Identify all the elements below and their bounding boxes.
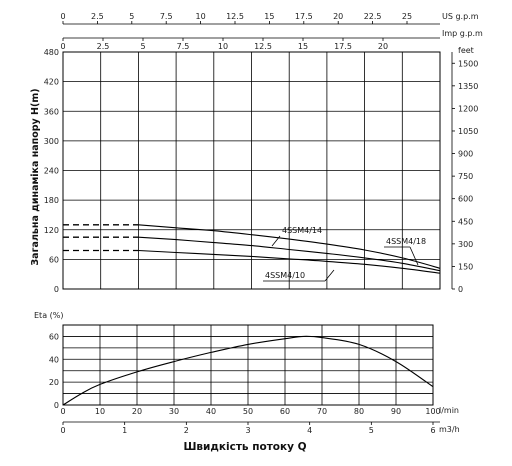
head-y-tick-label: 180 bbox=[44, 196, 59, 205]
eta-y-axis-title: Eta (%) bbox=[34, 311, 63, 320]
head-y-tick-label: 60 bbox=[49, 255, 59, 264]
us-gpm-tick-label: 12.5 bbox=[226, 12, 244, 21]
flow-lmin-unit: l/min bbox=[439, 406, 459, 415]
imp-gpm-tick-label: 7.5 bbox=[177, 42, 190, 51]
flow-lmin-tick-label: 0 bbox=[60, 407, 65, 416]
eta-y-tick-label: 60 bbox=[49, 332, 59, 341]
imp-gpm-tick-label: 5 bbox=[140, 42, 145, 51]
m3h-tick-label: 1 bbox=[122, 426, 127, 435]
curve-label-leader bbox=[271, 235, 281, 247]
curve-4ssm4-18 bbox=[138, 236, 441, 272]
flow-lmin-tick-label: 20 bbox=[132, 407, 142, 416]
m3h-tick-label: 0 bbox=[60, 426, 65, 435]
us-gpm-unit: US g.p.m bbox=[442, 12, 479, 21]
us-gpm-tick-label: 5 bbox=[129, 12, 134, 21]
m3h-tick-label: 5 bbox=[369, 426, 374, 435]
curve-label-leader bbox=[409, 246, 419, 266]
m3h-tick-label: 6 bbox=[430, 426, 435, 435]
feet-tick-label: 300 bbox=[458, 240, 473, 249]
head-y-tick-label: 360 bbox=[44, 107, 59, 116]
flow-lmin-tick-label: 30 bbox=[169, 407, 179, 416]
us-gpm-tick-label: 22.5 bbox=[364, 12, 382, 21]
feet-unit: feet bbox=[458, 46, 474, 55]
head-y-tick-label: 120 bbox=[44, 226, 59, 235]
efficiency-curve bbox=[62, 335, 434, 406]
us-gpm-tick-label: 7.5 bbox=[160, 12, 173, 21]
imp-gpm-tick-label: 12.5 bbox=[254, 42, 272, 51]
us-gpm-tick-label: 0 bbox=[60, 12, 65, 21]
head-plot-frame bbox=[62, 51, 441, 290]
feet-tick-label: 750 bbox=[458, 172, 473, 181]
curve-label-4ssm4-10: 4SSM4/10 bbox=[265, 271, 305, 280]
head-y-axis-title: Загальна динаміка напору H(m) bbox=[30, 88, 41, 265]
imp-gpm-tick-label: 0 bbox=[60, 42, 65, 51]
us-gpm-tick-label: 2.5 bbox=[91, 12, 104, 21]
feet-tick-label: 0 bbox=[458, 285, 463, 294]
curve-4ssm4-10 bbox=[138, 249, 441, 274]
m3h-tick-label: 3 bbox=[245, 426, 250, 435]
imp-gpm-tick-label: 10 bbox=[218, 42, 228, 51]
us-gpm-tick-label: 17.5 bbox=[295, 12, 313, 21]
imp-gpm-tick-label: 17.5 bbox=[334, 42, 352, 51]
flow-lmin-tick-label: 80 bbox=[354, 407, 364, 416]
flow-lmin-tick-label: 50 bbox=[243, 407, 253, 416]
imp-gpm-tick-label: 2.5 bbox=[97, 42, 110, 51]
flow-lmin-tick-label: 90 bbox=[391, 407, 401, 416]
head-y-tick-label: 420 bbox=[44, 78, 59, 87]
curve-4ssm4-14 bbox=[138, 224, 441, 269]
curve-label-4ssm4-14: 4SSM4/14 bbox=[282, 226, 322, 235]
flow-lmin-tick-label: 10 bbox=[95, 407, 105, 416]
flow-lmin-tick-label: 70 bbox=[317, 407, 327, 416]
eta-y-tick-label: 40 bbox=[49, 355, 59, 364]
feet-tick-label: 150 bbox=[458, 262, 473, 271]
feet-tick-label: 1500 bbox=[458, 59, 478, 68]
us-gpm-tick-label: 20 bbox=[333, 12, 343, 21]
eta-y-tick-label: 0 bbox=[54, 401, 59, 410]
curve-label-4ssm4-18: 4SSM4/18 bbox=[386, 237, 426, 246]
eta-plot-frame bbox=[62, 324, 434, 406]
m3h-unit: m3/h bbox=[439, 425, 460, 434]
curve-label-leader bbox=[324, 269, 335, 282]
flow-lmin-tick-label: 100 bbox=[425, 407, 440, 416]
feet-tick-label: 600 bbox=[458, 195, 473, 204]
flow-x-axis-title: Швидкість потоку Q bbox=[183, 441, 306, 453]
imp-gpm-tick-label: 20 bbox=[378, 42, 388, 51]
imp-gpm-unit: Imp g.p.m bbox=[442, 29, 483, 38]
eta-y-tick-label: 20 bbox=[49, 378, 59, 387]
head-y-tick-label: 480 bbox=[44, 48, 59, 57]
feet-tick-label: 900 bbox=[458, 150, 473, 159]
flow-lmin-tick-label: 60 bbox=[280, 407, 290, 416]
m3h-tick-label: 2 bbox=[184, 426, 189, 435]
head-y-tick-label: 0 bbox=[54, 285, 59, 294]
us-gpm-tick-label: 15 bbox=[264, 12, 274, 21]
us-gpm-tick-label: 10 bbox=[196, 12, 206, 21]
feet-tick-label: 450 bbox=[458, 217, 473, 226]
head-y-tick-label: 240 bbox=[44, 167, 59, 176]
m3h-tick-label: 4 bbox=[307, 426, 312, 435]
flow-lmin-tick-label: 40 bbox=[206, 407, 216, 416]
feet-tick-label: 1350 bbox=[458, 82, 478, 91]
head-y-tick-label: 300 bbox=[44, 137, 59, 146]
imp-gpm-tick-label: 15 bbox=[298, 42, 308, 51]
us-gpm-tick-label: 25 bbox=[402, 12, 412, 21]
feet-tick-label: 1050 bbox=[458, 127, 478, 136]
feet-tick-label: 1200 bbox=[458, 104, 478, 113]
